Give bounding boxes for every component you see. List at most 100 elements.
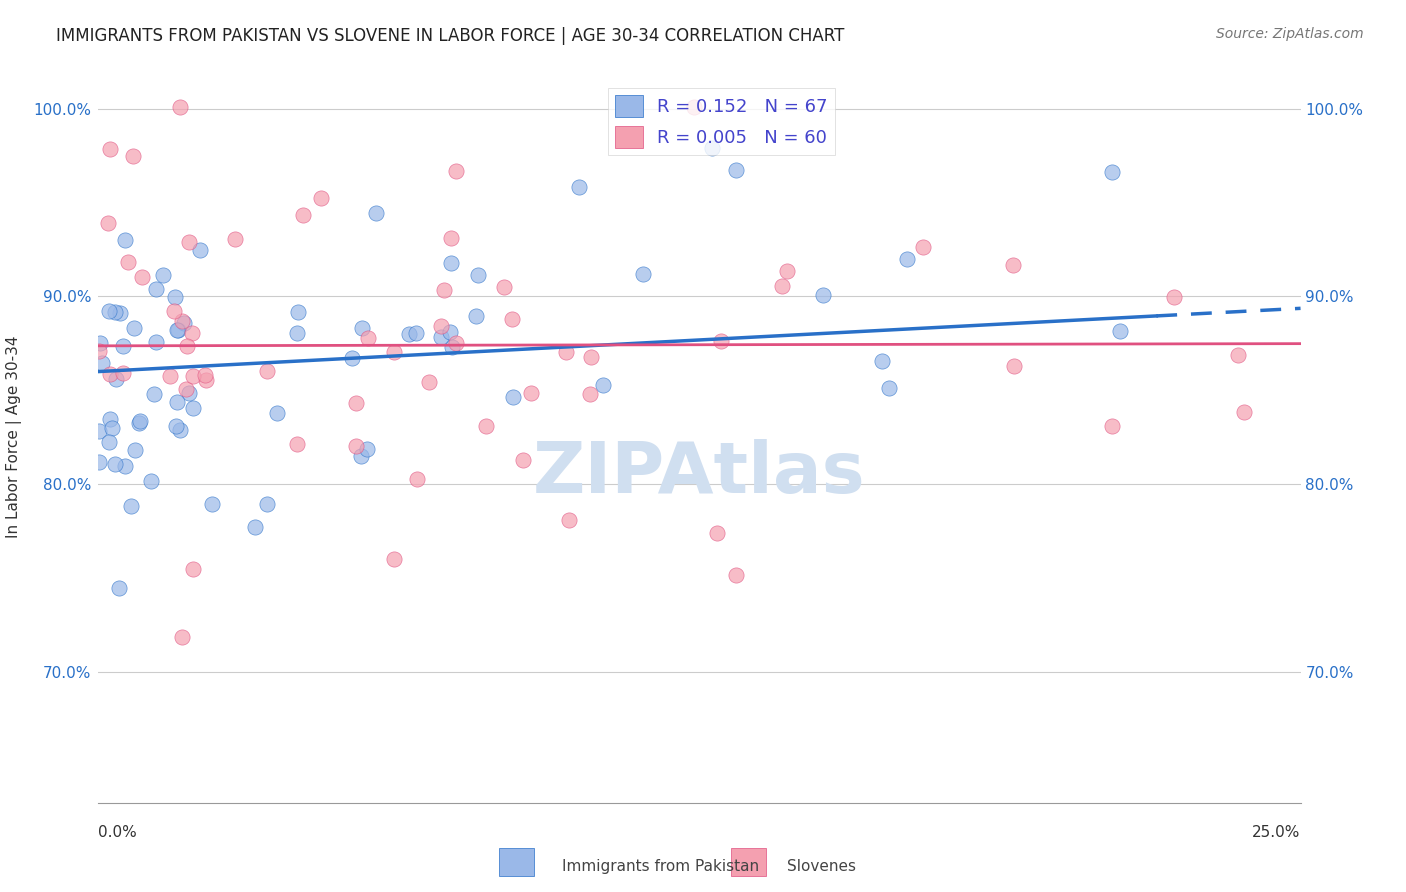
Point [139,474,162,488]
Text: Source: ZipAtlas.com: Source: ZipAtlas.com [1216,27,1364,41]
Point [142,387,165,401]
Point [124,321,146,335]
Point [98,142,121,156]
Point [89,335,111,350]
Point [100,367,122,381]
Point [502,390,524,404]
Point [344,439,367,453]
Point [97,216,120,230]
Point [444,336,467,351]
Point [418,375,440,389]
Point [256,497,278,511]
Point [366,206,388,220]
Point [357,331,380,345]
Point [1101,164,1123,178]
Point [145,335,167,350]
Text: IMMIGRANTS FROM PAKISTAN VS SLOVENE IN LABOR FORCE | AGE 30-34 CORRELATION CHART: IMMIGRANTS FROM PAKISTAN VS SLOVENE IN L… [56,27,845,45]
Point [105,372,128,386]
Point [179,235,201,250]
Point [97,304,120,318]
Point [173,316,195,330]
Point [98,412,121,426]
Point [475,419,498,434]
Point [129,414,152,428]
Point [1002,359,1025,373]
Point [433,283,456,297]
FancyBboxPatch shape [499,848,534,876]
Point [683,100,706,114]
Point [174,382,197,396]
Point [579,387,602,401]
Point [1163,290,1185,304]
Point [266,406,288,420]
Y-axis label: In Labor Force | Age 30-34: In Labor Force | Age 30-34 [7,335,22,539]
Point [512,452,534,467]
Point [440,340,463,354]
Point [352,321,374,335]
Point [114,233,136,247]
Point [877,380,900,394]
Point [87,343,110,358]
Point [700,141,723,155]
Point [108,305,131,319]
Point [180,326,202,340]
Point [311,191,333,205]
Point [131,269,153,284]
Point [579,350,602,364]
Point [896,252,918,267]
Point [195,373,218,387]
Point [287,305,309,319]
Point [292,208,315,222]
Point [120,499,142,513]
Point [706,526,728,541]
Point [243,520,266,534]
Point [439,325,461,339]
Point [87,455,110,469]
Point [870,353,893,368]
Point [1002,258,1025,272]
Point [104,457,127,471]
Point [344,396,367,410]
Point [350,449,373,463]
Point [558,513,581,527]
Point [166,323,188,337]
Point [492,279,515,293]
Point [725,162,748,177]
Point [169,100,191,114]
Point [592,378,614,392]
Point [145,282,167,296]
Point [813,288,835,302]
Point [405,326,427,340]
Point [169,423,191,437]
Point [97,434,120,449]
Point [440,231,463,245]
Text: 0.0%: 0.0% [98,825,138,840]
Point [104,304,127,318]
Legend: R = 0.152   N = 67, R = 0.005   N = 60: R = 0.152 N = 67, R = 0.005 N = 60 [609,87,835,155]
Point [111,339,134,353]
Point [912,240,935,254]
Point [382,345,405,359]
Point [555,345,578,359]
Point [170,630,193,644]
Point [117,255,139,269]
Point [724,567,747,582]
Point [163,290,186,304]
Point [100,421,122,435]
Point [1109,325,1132,339]
Point [340,351,363,365]
Point [177,386,200,401]
Text: Immigrants from Pakistan: Immigrants from Pakistan [562,859,759,874]
Point [114,459,136,474]
Point [121,149,143,163]
Point [285,326,308,341]
Point [194,368,217,383]
Point [90,356,112,370]
Point [430,319,453,334]
Text: 25.0%: 25.0% [1253,825,1301,840]
Point [87,424,110,438]
Point [467,268,489,282]
Point [710,334,733,349]
Point [170,314,193,328]
Point [356,442,378,456]
